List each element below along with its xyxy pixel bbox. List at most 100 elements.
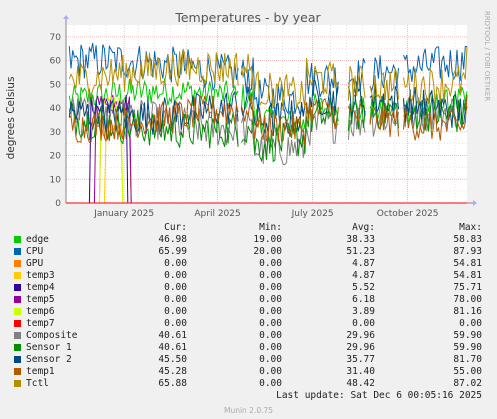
legend-row: temp6 0.00 0.00 3.89 81.16 [0,306,497,318]
legend-value-avg: 6.18 [352,294,375,305]
legend-swatch [14,344,21,351]
legend-row: edge 46.98 19.00 38.33 58.83 [0,234,497,246]
legend-value-min: 0.00 [259,258,282,269]
legend-value-avg: 4.87 [352,270,375,281]
legend-swatch [14,260,21,267]
legend-value-avg: 35.77 [346,354,375,365]
legend-value-avg: 3.89 [352,306,375,317]
y-axis-label: degrees Celsius [5,77,17,160]
legend-value-cur: 45.50 [158,354,187,365]
series-line-edge [68,78,468,136]
legend-value-min: 0.00 [259,330,282,341]
legend-value-cur: 65.88 [158,378,187,389]
legend-row: temp5 0.00 0.00 6.18 78.00 [0,294,497,306]
legend-series-name: CPU [26,246,44,257]
legend-value-min: 20.00 [253,246,282,257]
x-tick-label: July 2025 [291,209,334,219]
y-tick-label: 20 [50,152,62,162]
legend-header-cur: Cur: [164,222,187,233]
legend-row: CPU 65.99 20.00 51.23 87.93 [0,246,497,258]
legend-value-max: 58.83 [453,234,482,245]
legend-value-min: 0.00 [259,306,282,317]
x-tick-labels: January 2025 April 2025 July 2025 October 2… [93,209,438,219]
legend-value-max: 87.02 [453,378,482,389]
legend-value-cur: 40.61 [158,330,187,341]
legend-value-avg: 29.96 [346,330,375,341]
y-tick-label: 70 [50,33,62,43]
series-lines [66,42,468,204]
y-tick-label: 10 [50,175,62,185]
legend-value-min: 0.00 [259,354,282,365]
legend-value-cur: 46.98 [158,234,187,245]
legend-value-max: 55.00 [453,366,482,377]
legend-value-max: 87.93 [453,246,482,257]
legend-swatch [14,332,21,339]
chart-title: Temperatures - by year [174,10,321,25]
y-axis-arrow [63,15,69,19]
legend-swatch [14,296,21,303]
legend-value-avg: 51.23 [346,246,375,257]
y-tick-labels: 0 10 20 30 40 50 60 70 [50,33,62,209]
legend-header-max: Max: [459,222,482,233]
legend-value-avg: 5.52 [352,282,375,293]
legend-swatch [14,368,21,375]
legend-value-max: 54.81 [453,258,482,269]
legend-value-max: 59.90 [453,342,482,353]
legend-row: temp1 45.28 0.00 31.40 55.00 [0,366,497,378]
y-tick-label: 50 [50,80,62,90]
legend-row: temp7 0.00 0.00 0.00 0.00 [0,318,497,330]
legend-value-max: 75.71 [453,282,482,293]
legend-series-name: temp4 [26,282,55,293]
legend-swatch [14,248,21,255]
legend-value-min: 0.00 [259,318,282,329]
legend-row: GPU 0.00 0.00 4.87 54.81 [0,258,497,270]
legend-series-name: Sensor 1 [26,342,72,353]
legend-value-min: 0.00 [259,342,282,353]
legend-value-min: 0.00 [259,366,282,377]
legend-value-max: 0.00 [459,318,482,329]
legend-row: Sensor 2 45.50 0.00 35.77 81.70 [0,354,497,366]
legend-swatch [14,284,21,291]
x-tick-label: January 2025 [93,209,154,219]
legend-value-min: 0.00 [259,378,282,389]
legend-value-min: 0.00 [259,270,282,281]
y-tick-label: 60 [50,57,62,67]
legend-swatch [14,320,21,327]
legend-value-max: 81.16 [453,306,482,317]
y-tick-label: 0 [55,199,61,209]
legend-row: Tctl 65.88 0.00 48.42 87.02 [0,378,497,390]
legend-value-max: 59.90 [453,330,482,341]
legend-series-name: temp7 [26,318,55,329]
legend-series-name: edge [26,234,49,245]
legend-row: temp3 0.00 0.00 4.87 54.81 [0,270,497,282]
legend-swatch [14,380,21,387]
series-line-temp1 [68,92,468,146]
legend-series-name: Sensor 2 [26,354,72,365]
legend-series-name: temp1 [26,366,55,377]
legend-series-name: temp6 [26,306,55,317]
legend-value-min: 0.00 [259,282,282,293]
legend-value-cur: 45.28 [158,366,187,377]
legend-row: Composite 40.61 0.00 29.96 59.90 [0,330,497,342]
legend-value-cur: 0.00 [164,258,187,269]
temperature-chart: 0 10 20 30 40 50 60 70 January 2025 April 2025 Ju… [5,10,491,219]
last-update: Last update: Sat Dec 6 00:05:16 2025 [276,390,482,401]
legend-value-cur: 0.00 [164,306,187,317]
legend-swatch [14,272,21,279]
x-axis-arrow [473,200,477,206]
legend-value-cur: 0.00 [164,282,187,293]
legend-value-max: 81.70 [453,354,482,365]
legend-value-max: 78.00 [453,294,482,305]
series-line-tctl [68,46,468,111]
legend-value-min: 19.00 [253,234,282,245]
legend-value-avg: 0.00 [352,318,375,329]
legend-series-name: Tctl [26,378,49,389]
legend-value-cur: 65.99 [158,246,187,257]
legend-value-min: 0.00 [259,294,282,305]
legend-series-name: Composite [26,330,78,341]
legend-value-avg: 4.87 [352,258,375,269]
legend-value-avg: 38.33 [346,234,375,245]
legend-value-cur: 0.00 [164,294,187,305]
legend-series-name: temp3 [26,270,55,281]
series-line-composite [68,92,468,166]
